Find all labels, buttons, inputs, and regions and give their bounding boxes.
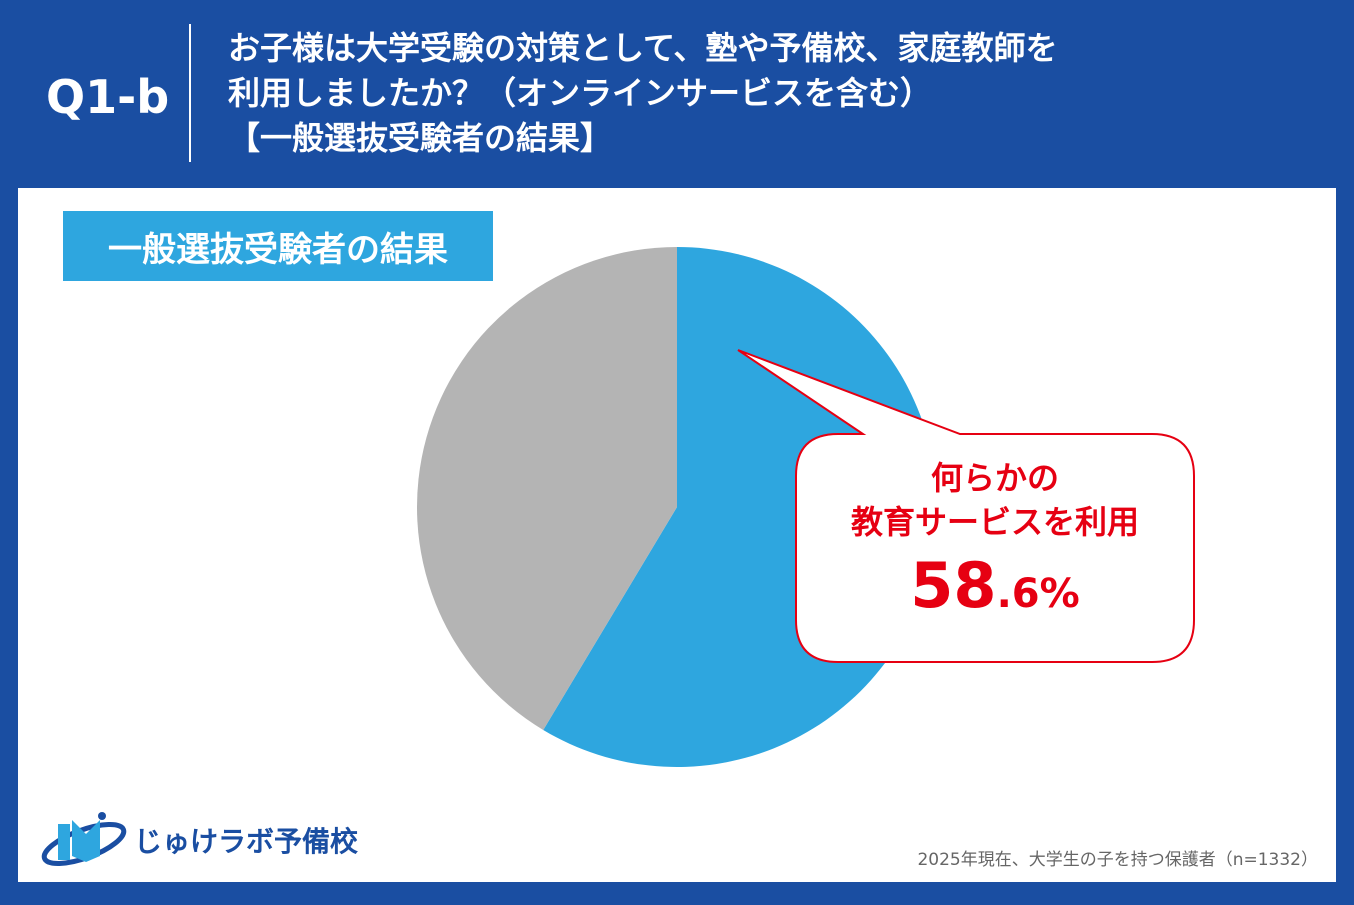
- callout-bubble: [737, 349, 1195, 663]
- sample-note: 2025年現在、大学生の子を持つ保護者（n=1332）: [917, 850, 1318, 870]
- callout-line1: 何らかの: [930, 459, 1059, 497]
- callout: 何らかの 教育サービスを利用 58.6%: [796, 456, 1194, 634]
- question-label: Q1-b: [46, 70, 170, 124]
- logo: じゅけラボ予備校: [40, 810, 358, 870]
- page-title: お子様は大学受験の対策として、塾や予備校、家庭教師を 利用しましたか？（オンライ…: [228, 29, 1058, 157]
- pie-chart: [417, 247, 1195, 767]
- logo-text: じゅけラボ予備校: [134, 825, 359, 858]
- chart-tag: 一般選抜受験者の結果: [63, 211, 493, 281]
- header-divider: [189, 24, 191, 162]
- callout-value: 58.6%: [796, 546, 1194, 634]
- chart-panel: 一般選抜受験者の結果 何らかの 教育サービスを利用 58.6% じゅけラボ予備校…: [18, 188, 1336, 882]
- value-int: 58: [910, 549, 997, 622]
- callout-line2: 教育サービスを利用: [850, 503, 1139, 541]
- book-logo-icon: [41, 812, 127, 866]
- value-dec: .6%: [996, 571, 1080, 617]
- pie-slice-1: [417, 247, 677, 730]
